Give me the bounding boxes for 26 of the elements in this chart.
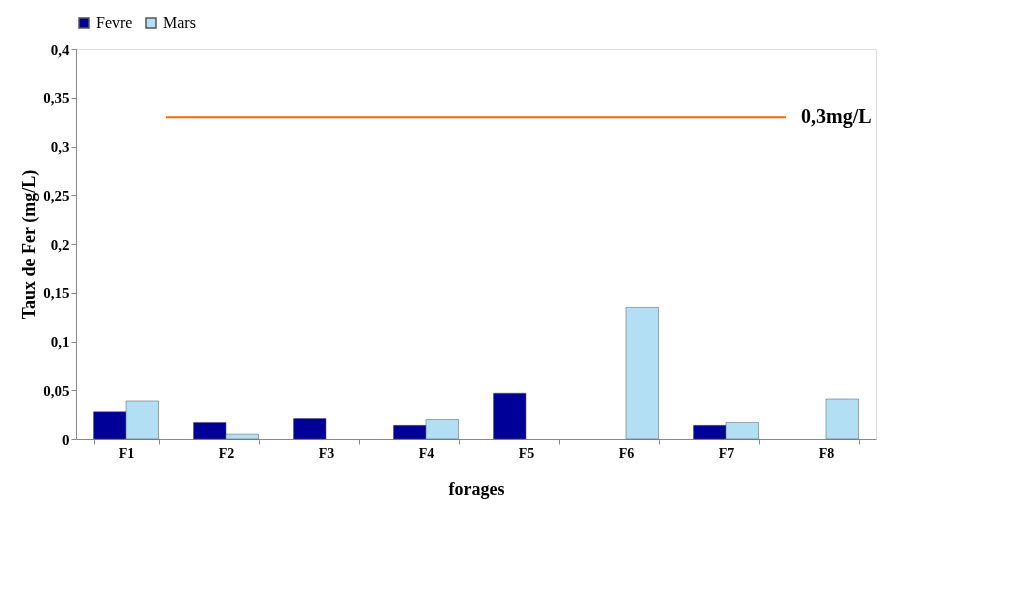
- legend-label: Fevre: [96, 14, 133, 31]
- x-tick-label: F6: [618, 445, 635, 461]
- x-tick-label: F8: [818, 445, 835, 461]
- y-tick-label: 0,25: [43, 187, 70, 204]
- x-axis-title: forages: [448, 478, 505, 499]
- y-tick-label: 0,1: [50, 334, 70, 350]
- bar: [625, 307, 659, 440]
- bar: [493, 392, 527, 440]
- y-tick-label: 0,3: [50, 139, 70, 155]
- y-tick-label: 0: [62, 431, 70, 448]
- y-axis-title: Taux de Fer (mg/L): [19, 169, 41, 320]
- x-tick-label: F1: [118, 445, 135, 461]
- y-tick-label: 0,2: [50, 236, 70, 253]
- bar: [825, 398, 859, 440]
- y-tick-label: 0,15: [43, 285, 70, 302]
- x-tick-label: F2: [218, 445, 235, 461]
- bar: [293, 418, 327, 440]
- x-tick-label: F5: [518, 445, 535, 461]
- y-tick-label: 0,4: [50, 41, 70, 58]
- x-tick-label: F3: [318, 445, 335, 461]
- y-tick-label: 0,05: [43, 382, 70, 399]
- legend-label: Mars: [163, 14, 196, 31]
- x-tick-label: F4: [418, 445, 435, 461]
- y-tick-label: 0,35: [43, 90, 70, 107]
- x-tick-label: F7: [718, 445, 735, 461]
- ref-line-label: 0,3mg/L: [801, 105, 872, 129]
